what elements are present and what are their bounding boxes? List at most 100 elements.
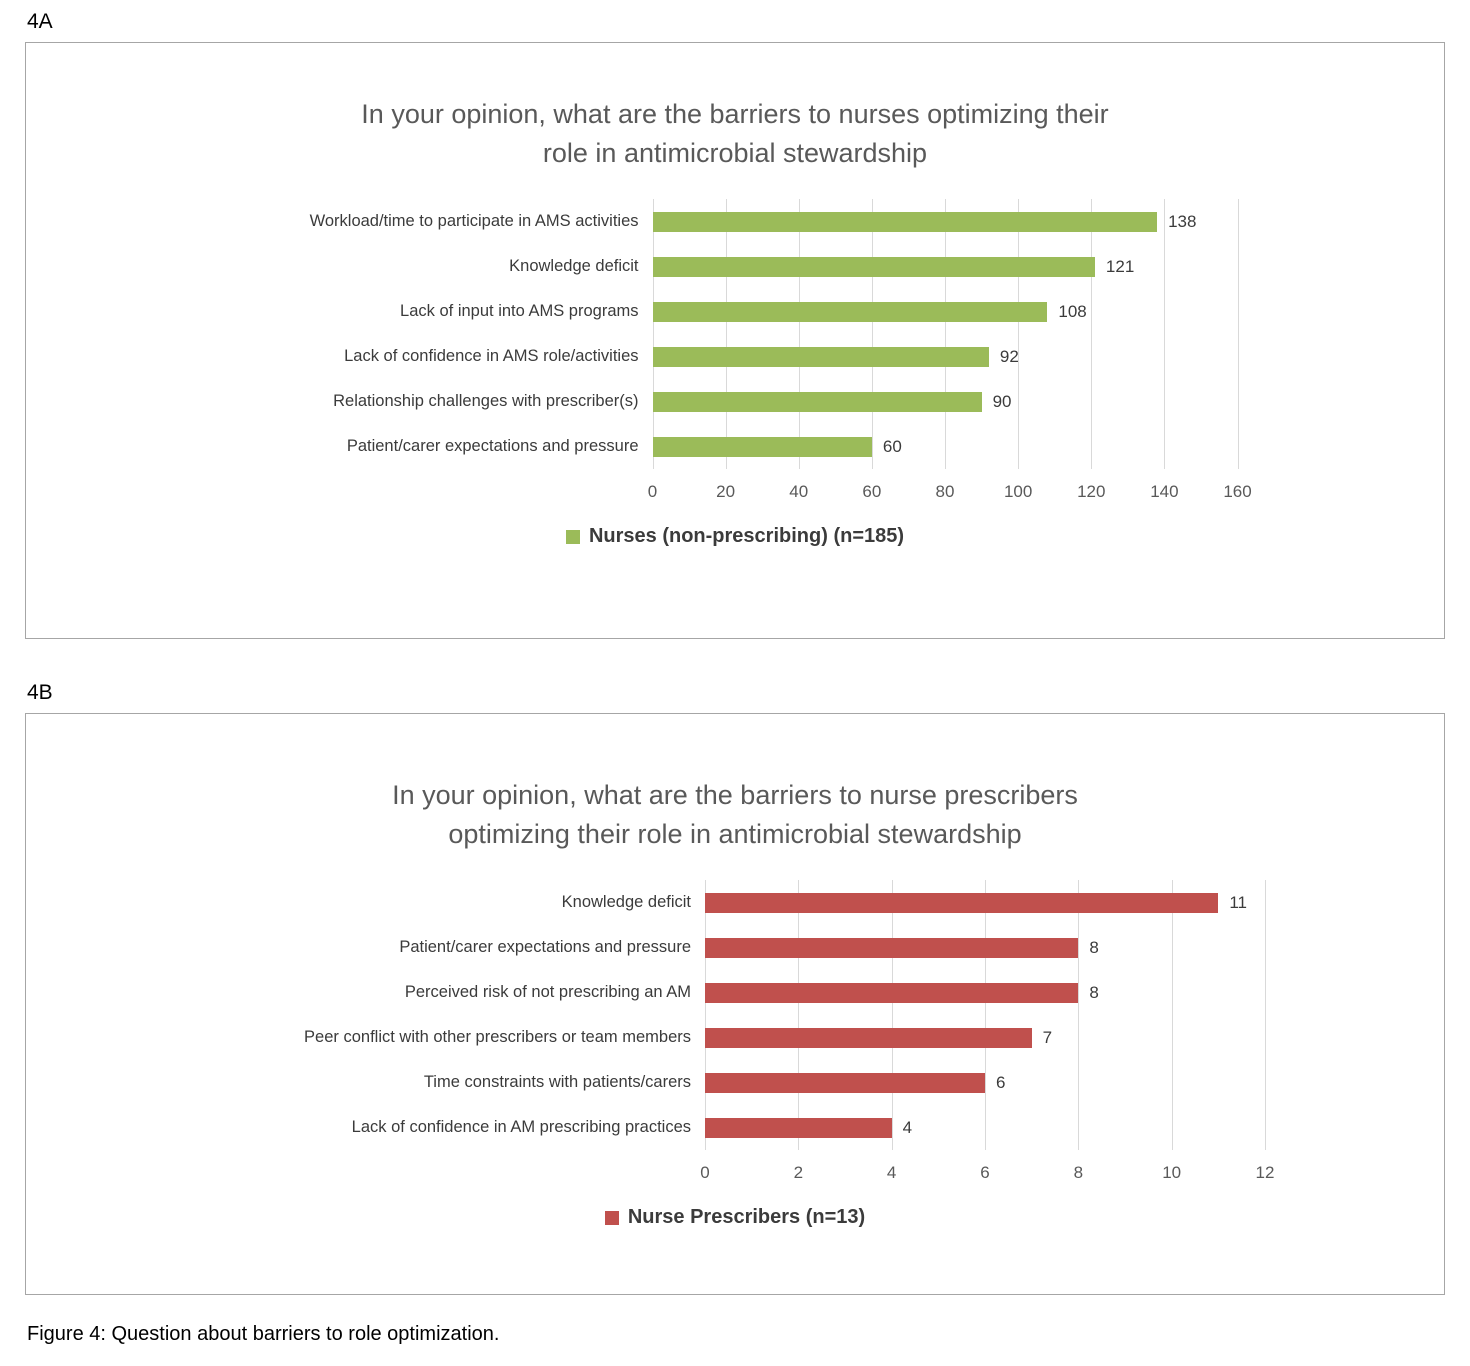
- bar-row: 60: [652, 424, 1238, 469]
- x-axis-tick-label: 6: [980, 1163, 990, 1183]
- bar-row: 8: [705, 970, 1265, 1015]
- bar-row: 7: [705, 1015, 1265, 1060]
- gridline: [1265, 880, 1266, 1151]
- category-label: Lack of confidence in AMS role/activitie…: [344, 347, 639, 366]
- x-axis-tick-label: 120: [1077, 482, 1106, 502]
- bar: [705, 937, 1079, 958]
- category-label: Knowledge deficit: [509, 257, 639, 276]
- bar-value-label: 11: [1229, 892, 1247, 912]
- bar-value-label: 8: [1089, 937, 1099, 957]
- x-axis-tick-label: 100: [1003, 482, 1033, 502]
- bar-value-label: 6: [996, 1072, 1006, 1092]
- x-axis: 0 20 40 60 80 100 120 140 160: [648, 469, 1252, 513]
- bar-value-label: 108: [1058, 301, 1087, 321]
- chart-panel-4a: In your opinion, what are the barriers t…: [25, 42, 1445, 639]
- x-axis-tick-label: 140: [1150, 482, 1179, 502]
- chart-title: In your opinion, what are the barriers t…: [392, 780, 1078, 850]
- category-label-column: Knowledge deficit Patient/carer expectati…: [205, 880, 705, 1194]
- x-axis-tick-label: 80: [935, 482, 955, 502]
- category-label: Relationship challenges with prescriber(…: [333, 392, 639, 411]
- gridline: [725, 199, 727, 470]
- bar-value-label: 92: [999, 346, 1019, 366]
- bar: [705, 892, 1219, 913]
- bar-row: 92: [652, 334, 1238, 379]
- x-axis-tick-label: 60: [862, 482, 882, 502]
- category-label: Perceived risk of not prescribing an AM: [404, 983, 691, 1002]
- gridline: [1237, 199, 1239, 470]
- bar: [705, 982, 1079, 1003]
- bar: [652, 211, 1158, 232]
- x-axis-tick-label: 0: [700, 1163, 710, 1183]
- x-axis-tick-label: 40: [789, 482, 809, 502]
- gridline: [1078, 880, 1080, 1151]
- gridline: [1171, 880, 1173, 1151]
- category-label-column: Workload/time to participate in AMS acti…: [233, 199, 653, 513]
- x-axis-tick-label: 8: [1073, 1163, 1084, 1183]
- chart-legend: Nurses (non-prescribing) (n=185): [565, 525, 905, 548]
- bar: [652, 256, 1095, 277]
- plot-and-axis: 138 121 108 92 90 60 0 20 40 60 80 100 120 140 160: [648, 199, 1252, 513]
- gridline: [871, 199, 873, 470]
- plot-area: 11 8 8 7 6 4: [705, 880, 1266, 1151]
- x-axis-tick-label: 0: [647, 482, 658, 502]
- category-label: Lack of confidence in AM prescribing pra…: [351, 1118, 691, 1137]
- x-axis-tick-label: 20: [716, 482, 736, 502]
- plot-body: Knowledge deficit Patient/carer expectati…: [205, 880, 1274, 1194]
- x-axis-tick-label: 2: [793, 1163, 804, 1183]
- bar-value-label: 60: [882, 436, 902, 456]
- category-label: Lack of input into AMS programs: [400, 302, 639, 321]
- x-axis-tick-label: 12: [1255, 1163, 1275, 1183]
- barriers-nurse-prescribers-chart: In your opinion, what are the barriers t…: [26, 714, 1444, 1229]
- chart-title: In your opinion, what are the barriers t…: [361, 99, 1109, 169]
- category-label: Peer conflict with other prescribers or …: [304, 1028, 691, 1047]
- gridline: [705, 880, 706, 1151]
- plot-body: Workload/time to participate in AMS acti…: [233, 199, 1252, 513]
- bar: [652, 436, 872, 457]
- bar-row: 8: [705, 925, 1265, 970]
- x-axis: 0 2 4 6 8 10 12: [700, 1150, 1274, 1194]
- gridline: [985, 880, 986, 1151]
- gridline: [891, 880, 893, 1151]
- bar-value-label: 138: [1168, 211, 1197, 231]
- chart-legend: Nurse Prescribers (n=13): [604, 1206, 866, 1229]
- category-label: Workload/time to participate in AMS acti…: [309, 212, 639, 231]
- gridline: [1091, 199, 1093, 470]
- bar: [705, 1027, 1032, 1048]
- category-label: Time constraints with patients/carers: [423, 1073, 691, 1092]
- legend-swatch-icon: [565, 529, 580, 544]
- gridline: [1018, 199, 1020, 470]
- bar-row: 121: [652, 244, 1238, 289]
- gridline: [798, 880, 800, 1151]
- bar-row: 90: [652, 379, 1238, 424]
- bar: [705, 1117, 892, 1138]
- legend-label: Nurse Prescribers (n=13): [627, 1206, 866, 1229]
- bar-row: 6: [705, 1060, 1265, 1105]
- bar-row: 11: [705, 880, 1265, 925]
- bar-row: 138: [652, 199, 1238, 244]
- bar-value-label: 7: [1042, 1027, 1053, 1047]
- bar-row: 108: [652, 289, 1238, 334]
- bar: [652, 301, 1048, 322]
- plot-area: 138 121 108 92 90 60: [652, 199, 1239, 470]
- panel-label-4b: 4B: [27, 681, 53, 704]
- gridline: [798, 199, 800, 470]
- legend-swatch-icon: [604, 1210, 619, 1225]
- plot-and-axis: 11 8 8 7 6 4 0 2 4 6 8 10 12: [700, 880, 1274, 1194]
- x-axis-tick-label: 160: [1223, 482, 1252, 502]
- panel-label-4a: 4A: [27, 10, 53, 33]
- legend-label: Nurses (non-prescribing) (n=185): [588, 525, 905, 548]
- barriers-nurses-chart: In your opinion, what are the barriers t…: [26, 43, 1444, 548]
- bar-row: 4: [705, 1105, 1265, 1150]
- bar: [652, 346, 989, 367]
- gridline: [945, 199, 946, 470]
- x-axis-tick-label: 10: [1162, 1163, 1182, 1183]
- bar-value-label: 8: [1089, 982, 1099, 1002]
- category-label: Patient/carer expectations and pressure: [346, 437, 639, 456]
- bar-value-label: 4: [902, 1117, 913, 1137]
- gridline: [652, 199, 654, 470]
- category-label: Patient/carer expectations and pressure: [399, 938, 691, 957]
- bar-value-label: 121: [1105, 256, 1135, 276]
- bar: [652, 391, 982, 412]
- bar-value-label: 90: [992, 391, 1012, 411]
